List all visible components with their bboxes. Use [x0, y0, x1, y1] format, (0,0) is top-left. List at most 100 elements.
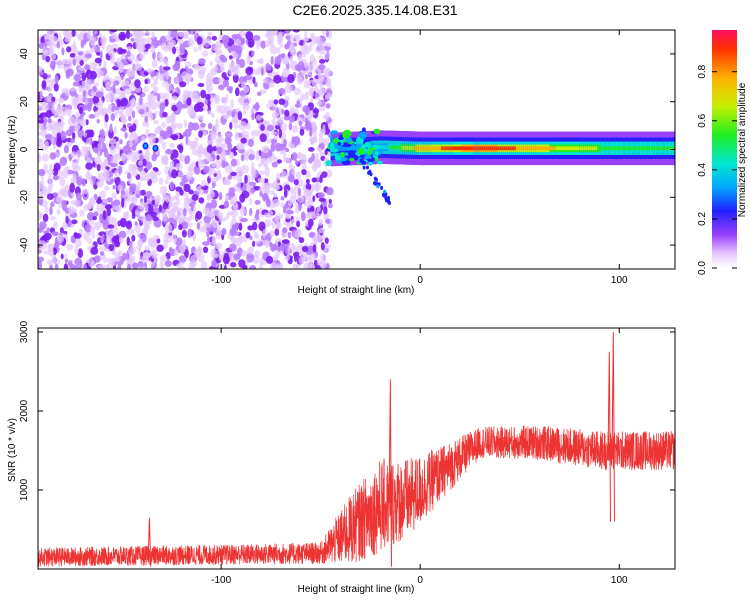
noise-blob [69, 182, 75, 193]
noise-blob [246, 252, 255, 263]
noise-blob [61, 47, 65, 56]
noise-blob [275, 249, 280, 259]
noise-blob [189, 259, 198, 267]
noise-blob [219, 54, 226, 61]
noise-blob [162, 92, 170, 102]
noise-blob [128, 138, 133, 148]
noise-blob [198, 58, 206, 65]
noise-blob [126, 236, 131, 246]
noise-blob [270, 56, 274, 65]
noise-blob [128, 125, 134, 133]
signal-cluster [353, 155, 359, 161]
noise-blob [231, 216, 237, 225]
noise-blob [274, 56, 282, 66]
noise-blob [284, 84, 293, 93]
signal-band [539, 146, 543, 151]
noise-blob [230, 171, 237, 177]
noise-blob [38, 260, 43, 269]
signal-band [385, 145, 387, 150]
noise-blob [51, 96, 56, 102]
noise-blob [206, 139, 215, 145]
signal-band [399, 145, 401, 150]
signal-band [383, 145, 385, 150]
signal-band [515, 146, 519, 151]
noise-blob [256, 91, 262, 97]
noise-blob [229, 243, 237, 252]
noise-blob [105, 93, 112, 103]
signal-band [339, 147, 342, 151]
noise-blob [38, 131, 41, 137]
y-tick-label: 3000 [19, 320, 30, 343]
noise-blob [184, 155, 191, 165]
noise-blob [46, 96, 52, 103]
noise-blob [220, 150, 227, 159]
signal-band [432, 146, 434, 151]
noise-blob [171, 95, 178, 101]
noise-blob [279, 150, 286, 155]
noise-blob [132, 262, 139, 269]
noise-blob [260, 40, 266, 49]
noise-blob [81, 188, 89, 195]
noise-blob [84, 223, 92, 233]
noise-blob [301, 162, 307, 172]
noise-blob [310, 97, 314, 103]
noise-blob [232, 67, 240, 76]
signal-band [667, 146, 670, 151]
signal-band [406, 146, 409, 150]
signal-band [652, 146, 655, 151]
noise-blob [147, 93, 153, 104]
noise-blob [135, 57, 139, 67]
signal-band [642, 146, 645, 151]
noise-blob [92, 175, 96, 186]
noise-blob [271, 111, 279, 119]
signal-band [673, 146, 675, 151]
signal-band [644, 146, 647, 151]
noise-blob [260, 157, 269, 167]
noise-blob [267, 156, 273, 164]
noise-blob [46, 227, 50, 233]
noise-blob [254, 101, 260, 112]
noise-blob [294, 88, 301, 96]
noise-blob [162, 57, 167, 64]
signal-band [443, 146, 445, 151]
noise-blob [61, 168, 69, 179]
noise-blob [165, 148, 173, 155]
noise-blob [106, 207, 112, 217]
noise-blob [88, 257, 95, 268]
signal-tail [376, 184, 380, 189]
noise-blob [138, 266, 142, 269]
noise-blob [189, 30, 194, 35]
signal-band [646, 146, 648, 151]
noise-blob [212, 77, 221, 85]
noise-blob [236, 173, 242, 183]
noise-blob [325, 78, 331, 86]
noise-blob [193, 103, 200, 113]
noise-blob [248, 154, 255, 161]
signal-tail [373, 176, 377, 181]
noise-blob [67, 169, 75, 175]
noise-blob [207, 236, 210, 244]
snr-panel: -100 0 100 1000 2000 3000 Height of straight … [7, 320, 676, 595]
noise-blob [236, 181, 241, 189]
noise-blob [262, 120, 269, 126]
noise-blob [63, 263, 69, 269]
noise-blob [71, 219, 78, 225]
signal-band [581, 146, 584, 151]
noise-blob [295, 33, 301, 44]
noise-blob [41, 103, 49, 111]
noise-blob [207, 122, 213, 130]
noise-blob [221, 143, 227, 152]
noise-blob [118, 31, 127, 41]
signal-band [414, 146, 417, 150]
noise-blob [96, 203, 104, 213]
noise-blob [104, 113, 109, 123]
signal-band [470, 146, 472, 151]
signal-band [410, 146, 412, 150]
noise-blob [244, 74, 253, 80]
noise-blob [268, 80, 275, 88]
signal-band [555, 146, 559, 151]
colorbar-ticks: 0.0 0.2 0.4 0.6 0.8 [697, 64, 737, 275]
noise-blob [319, 260, 327, 269]
noise-blob [210, 199, 218, 209]
noise-blob [299, 128, 305, 136]
